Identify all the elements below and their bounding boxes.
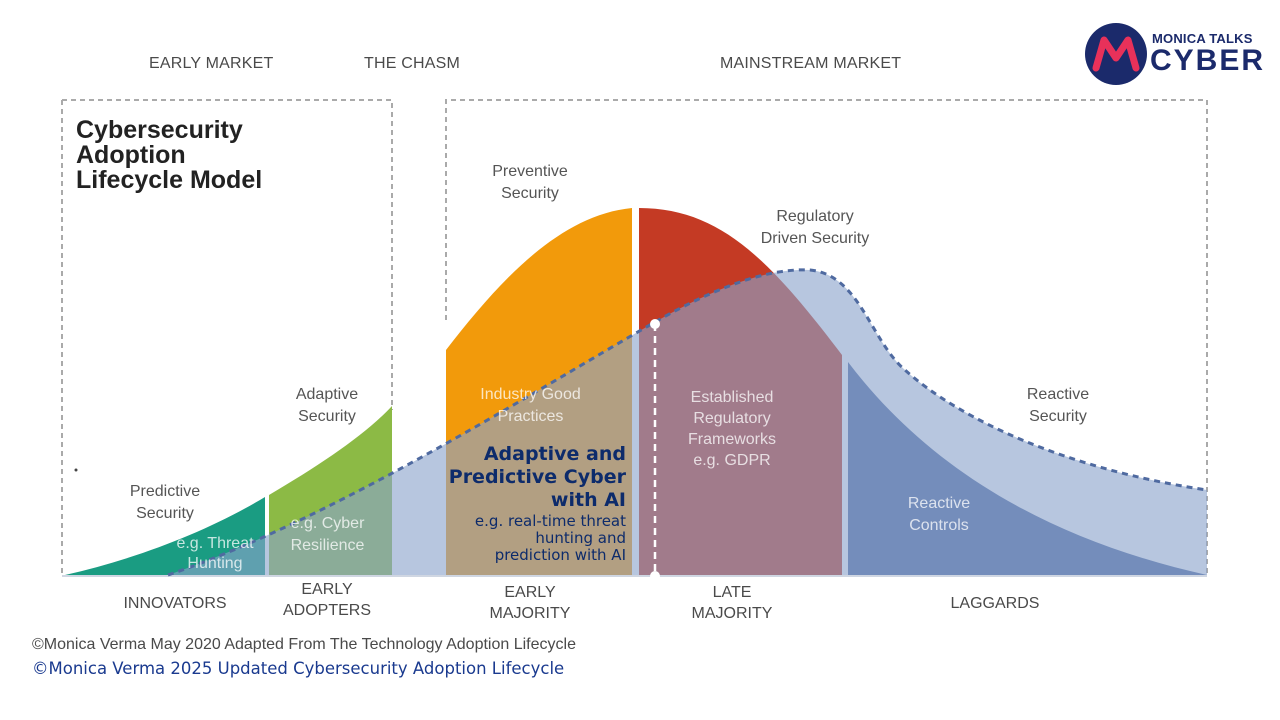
- label-adaptive-security: Adaptive Security: [295, 386, 359, 425]
- phase-early-market: EARLY MARKET: [149, 55, 274, 72]
- title-line: Adoption: [76, 141, 186, 169]
- title-line: Cybersecurity: [76, 116, 243, 144]
- early-market-box: [62, 99, 393, 410]
- phase-mainstream: MAINSTREAM MARKET: [720, 55, 902, 72]
- inner-industry-good: Industry Good Practices: [480, 386, 581, 425]
- inner-established: Established Regulatory Frameworks e.g. GDP…: [687, 389, 776, 469]
- inner-threat-hunting: e.g. Threat Hunting: [176, 535, 254, 572]
- divider-top-dot: [650, 319, 660, 329]
- ai-callout-heading: Adaptive and Predictive Cyber with AI: [448, 443, 626, 511]
- label-reactive-security: Reactive Security: [1026, 386, 1090, 425]
- title-line: Lifecycle Model: [76, 166, 263, 194]
- segment-laggards: LAGGARDS: [950, 595, 1040, 612]
- footer-credit-2020: ©Monica Verma May 2020 Adapted From The …: [32, 636, 576, 653]
- label-predictive-security: Predictive Security: [129, 483, 201, 522]
- segment-early-adopters: EARLY ADOPTERS: [282, 581, 371, 619]
- segment-late-majority: LATE MAJORITY: [691, 584, 773, 622]
- ai-overlay-area: [168, 269, 1207, 575]
- monica-talks-cyber-logo: MONICA TALKS CYBER: [1084, 22, 1264, 88]
- segment-innovators: INNOVATORS: [123, 595, 227, 612]
- inner-cyber-resilience: e.g. Cyber Resilience: [290, 515, 365, 554]
- mainstream-box: [445, 99, 1208, 575]
- logo-circle-icon: [1085, 23, 1147, 85]
- segment-early-majority: EARLY MAJORITY: [489, 584, 571, 622]
- ai-callout-subtext: e.g. real-time threat hunting and predicti…: [474, 512, 626, 564]
- divider-bottom-dot: [650, 571, 660, 581]
- logo-top-text: MONICA TALKS: [1152, 31, 1253, 46]
- ai-overlay-outline: [167, 268, 1208, 577]
- logo-bottom-text: CYBER: [1150, 44, 1266, 77]
- footer-credit-2025: ©Monica Verma 2025 Updated Cybersecurity…: [32, 659, 565, 678]
- label-regulatory-security: Regulatory Driven Security: [760, 208, 870, 247]
- label-preventive-security: Preventive Security: [492, 163, 568, 202]
- inner-reactive-controls: Reactive Controls: [907, 495, 971, 534]
- stray-dot: [74, 468, 78, 472]
- phase-chasm: THE CHASM: [364, 55, 461, 72]
- innovators-area: [65, 497, 265, 575]
- diagram-title: Cybersecurity Adoption Lifecycle Model: [76, 118, 262, 193]
